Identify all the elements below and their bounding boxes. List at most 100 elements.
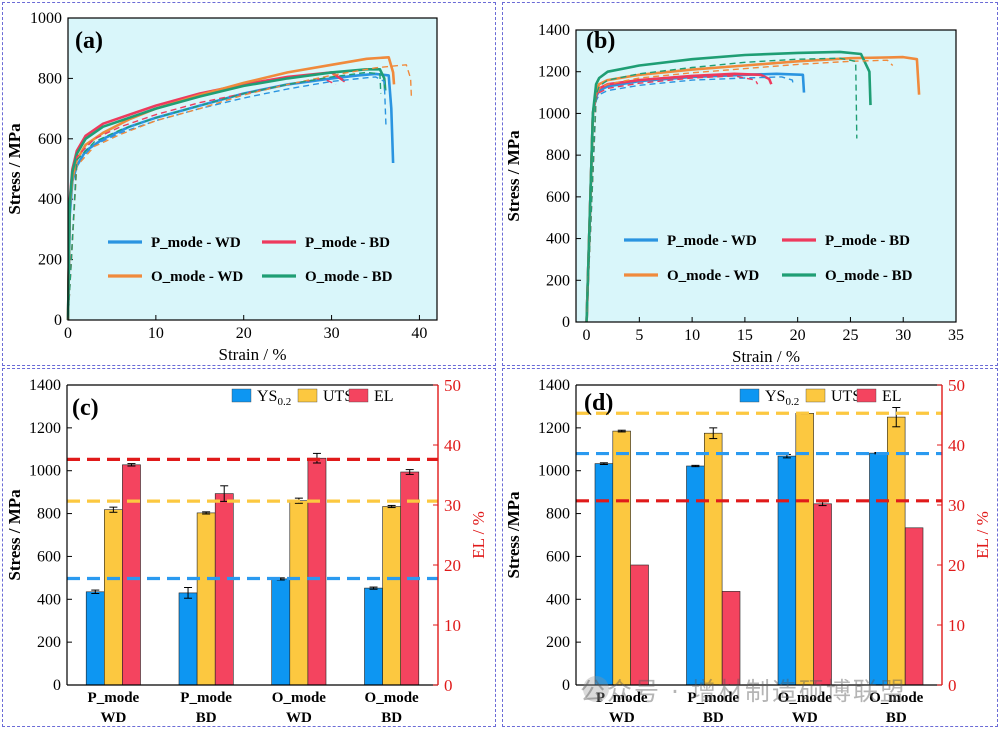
legend-label-p-mode-bd-a: P_mode - BD (305, 235, 390, 251)
panel-label-c: (c) (72, 395, 99, 421)
legend-label-o-mode-wd-b: O_mode - WD (667, 268, 759, 284)
y2-tick-label-d: 30 (948, 496, 965, 515)
y-tick-label-b: 200 (546, 272, 570, 289)
plot-frame-b (575, 29, 957, 323)
panel-b-frame (502, 2, 998, 366)
y-axis-label-a: Stress / MPa (5, 123, 24, 215)
bar-ys0-2-c (85, 591, 105, 686)
legend-label-o-mode-bd-a: O_mode - BD (305, 269, 393, 285)
bar-el-d (813, 503, 832, 686)
category-label-c: BD (196, 710, 217, 726)
plot-frame-a (67, 17, 438, 321)
y-tick-label-b: 400 (546, 231, 570, 248)
bar-uts-c (104, 509, 123, 686)
y-axis-label-b: Stress / MPa (504, 130, 523, 222)
legend-label-uts-c: UTS (323, 388, 353, 405)
y-tick-label-d: 1200 (538, 420, 570, 437)
category-label-d: P_mode (596, 690, 648, 706)
x-tick-label-b: 20 (790, 327, 806, 344)
x-tick-label-b: 0 (583, 327, 591, 344)
series-line-dashed-7-a (67, 71, 382, 321)
x-axis-label-b: Strain / % (732, 347, 800, 366)
series-line-o-mode-bd-b (585, 50, 872, 323)
series-line-dashed-6-b (585, 59, 894, 323)
y-tick-label-c: 1400 (29, 377, 61, 394)
y2-tick-label-d: 50 (948, 376, 965, 395)
y2-tick-label-d: 0 (948, 676, 957, 695)
y-tick-label-d: 400 (546, 591, 570, 608)
y2-axis-label-d: EL / % (973, 511, 992, 559)
bar-ys0-2-c (178, 592, 198, 686)
legend-label-uts-d: UTS (831, 388, 861, 405)
panel-d-frame (502, 368, 998, 727)
y-tick-label-a: 600 (38, 131, 62, 148)
legend-swatch-el-c (348, 388, 369, 403)
x-tick-label-a: 10 (148, 325, 164, 342)
y2-axis-label-c: EL / % (469, 511, 488, 559)
bar-uts-c (196, 512, 216, 686)
series-line-dashed-6-a (67, 64, 413, 321)
legend-swatch-el-d (856, 388, 877, 403)
y2-tick-label-c: 50 (444, 376, 461, 395)
x-tick-label-a: 20 (236, 325, 252, 342)
category-label-c: P_mode (88, 690, 140, 706)
y2-tick-label-c: 20 (444, 556, 461, 575)
legend-label-el-d: EL (882, 388, 902, 405)
y-tick-label-c: 1000 (29, 463, 61, 480)
category-label-d: O_mode (778, 690, 833, 706)
y-tick-label-d: 0 (562, 677, 570, 694)
y-tick-label-b: 1000 (538, 105, 570, 122)
bar-el-c (214, 493, 234, 686)
legend-label-ys0-2-c: YS0.2 (257, 388, 291, 408)
y2-tick-label-d: 10 (948, 616, 965, 635)
x-tick-label-a: 40 (411, 325, 427, 342)
bar-el-d (630, 564, 649, 686)
y-tick-label-c: 600 (37, 548, 61, 565)
category-label-c: O_mode (365, 690, 420, 706)
y2-tick-label-c: 40 (444, 436, 461, 455)
panel-label-a: (a) (75, 28, 103, 54)
series-line-dashed-7-b (585, 57, 858, 323)
bar-uts-c (289, 500, 309, 686)
legend-label-o-mode-wd-a: O_mode - WD (151, 269, 243, 285)
y-tick-label-b: 800 (546, 147, 570, 164)
bar-uts-d (886, 416, 906, 686)
category-label-c: WD (286, 710, 312, 726)
category-label-d: P_mode (687, 690, 739, 706)
category-label-d: O_mode (869, 690, 924, 706)
legend-label-p-mode-bd-b: P_mode - BD (825, 233, 910, 249)
y2-tick-label-c: 0 (444, 676, 453, 695)
y-tick-label-d: 800 (546, 506, 570, 523)
y2-tick-label-c: 30 (444, 496, 461, 515)
y-tick-label-c: 0 (53, 677, 61, 694)
category-label-d: BD (703, 710, 724, 726)
y-tick-label-a: 400 (38, 191, 62, 208)
bar-ys0-2-c (271, 578, 291, 686)
bar-uts-c (382, 506, 402, 686)
y-tick-label-b: 1400 (538, 22, 570, 39)
x-tick-label-b: 25 (842, 327, 858, 344)
series-line-dashed-4-a (67, 76, 387, 321)
legend-label-el-c: EL (374, 388, 394, 405)
y-tick-label-b: 600 (546, 189, 570, 206)
series-line-dashed-5-b (585, 75, 759, 323)
y2-tick-label-d: 40 (948, 436, 965, 455)
bar-el-d (721, 591, 741, 686)
bar-ys0-2-d (686, 465, 705, 686)
y-tick-label-d: 1400 (538, 377, 570, 394)
y-tick-label-c: 200 (37, 634, 61, 651)
legend-label-p-mode-wd-b: P_mode - WD (667, 233, 757, 249)
legend-swatch-ys0-2-d (739, 388, 760, 403)
bar-el-d (904, 527, 924, 686)
y-axis-label-d: Stress /MPa (504, 491, 523, 579)
x-tick-label-a: 0 (64, 325, 72, 342)
bar-ys0-2-d (869, 452, 888, 686)
y2-tick-label-c: 10 (444, 616, 461, 635)
y-axis-label-c: Stress / MPa (5, 489, 24, 581)
y-tick-label-a: 800 (38, 70, 62, 87)
x-tick-label-b: 30 (895, 327, 911, 344)
panel-label-b: (b) (586, 28, 615, 54)
bar-el-c (122, 464, 141, 686)
x-tick-label-b: 10 (684, 327, 700, 344)
